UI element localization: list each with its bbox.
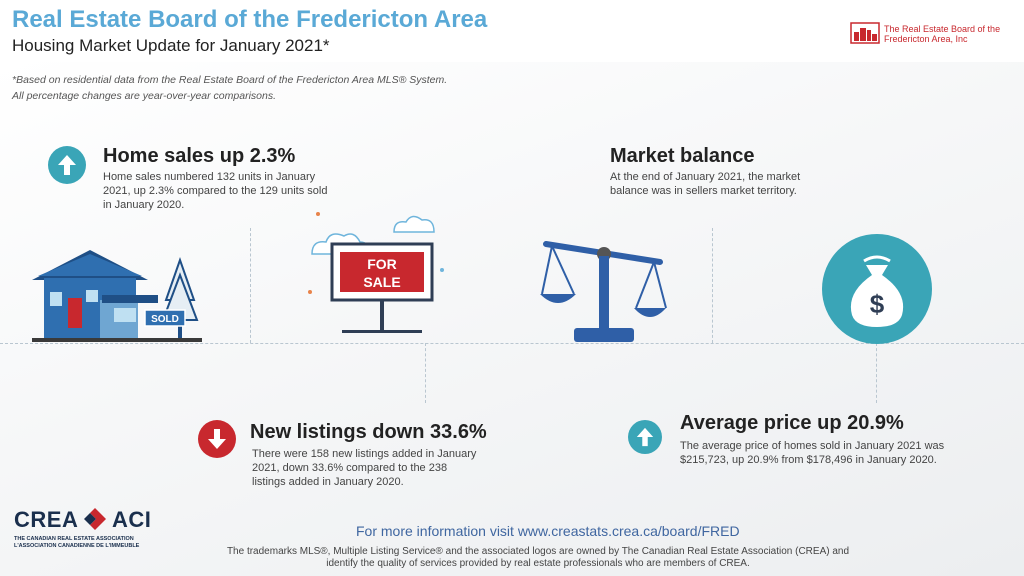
crea-logo-text: CREA (14, 507, 78, 532)
crea-subtitle: THE CANADIAN REAL ESTATE ASSOCIATION L'A… (14, 536, 174, 550)
crea-subtitle-fr: L'ASSOCIATION CANADIENNE DE L'IMMEUBLE (14, 543, 140, 549)
board-logo-text: The Real Estate Board of the Fredericton… (884, 24, 1001, 44)
for-sale-sign-illustration: FOR SALE (302, 208, 452, 338)
arrow-up-icon (48, 146, 86, 184)
board-logo-icon (850, 22, 880, 44)
market-balance-heading: Market balance (610, 145, 755, 167)
new-listings-text: There were 158 new listings added in Jan… (252, 448, 477, 488)
average-price-heading: Average price up 20.9% (680, 412, 904, 434)
for-sale-text-line2: SALE (363, 274, 400, 290)
market-balance-text: At the end of January 2021, the market b… (610, 171, 801, 197)
home-sales-heading: Home sales up 2.3% (103, 145, 296, 167)
crea-subtitle-en: THE CANADIAN REAL ESTATE ASSOCIATION (14, 536, 134, 542)
crea-logo: CREA ACI (14, 507, 151, 533)
scale-icon (538, 232, 668, 344)
house-illustration: SOLD (30, 240, 205, 345)
page-subtitle: Housing Market Update for January 2021* (12, 36, 330, 55)
divider (250, 228, 251, 343)
new-listings-heading: New listings down 33.6% (250, 421, 487, 443)
footnote-source: *Based on residential data from the Real… (12, 74, 448, 86)
dollar-symbol: $ (870, 289, 885, 319)
arrow-down-icon (198, 420, 236, 458)
connector (425, 343, 426, 403)
divider (712, 228, 713, 343)
more-info-link[interactable]: For more information visit www.creastats… (356, 523, 740, 539)
connector (876, 343, 877, 403)
home-sales-text: Home sales numbered 132 units in January… (103, 171, 328, 211)
header (0, 0, 1024, 62)
trademark-note: The trademarks MLS®, Multiple Listing Se… (226, 546, 850, 569)
arrow-up-icon (628, 420, 662, 454)
page-title: Real Estate Board of the Fredericton Are… (12, 6, 488, 33)
crea-logo-mark-icon (84, 508, 107, 530)
footnote-comparison: All percentage changes are year-over-yea… (12, 90, 277, 102)
average-price-text: The average price of homes sold in Janua… (680, 440, 945, 466)
aci-logo-text: ACI (111, 507, 152, 532)
for-sale-text-line1: FOR (367, 256, 397, 272)
sold-sign-text: SOLD (151, 314, 179, 325)
timeline-line (0, 343, 1024, 344)
money-bag-icon: $ (822, 234, 932, 344)
